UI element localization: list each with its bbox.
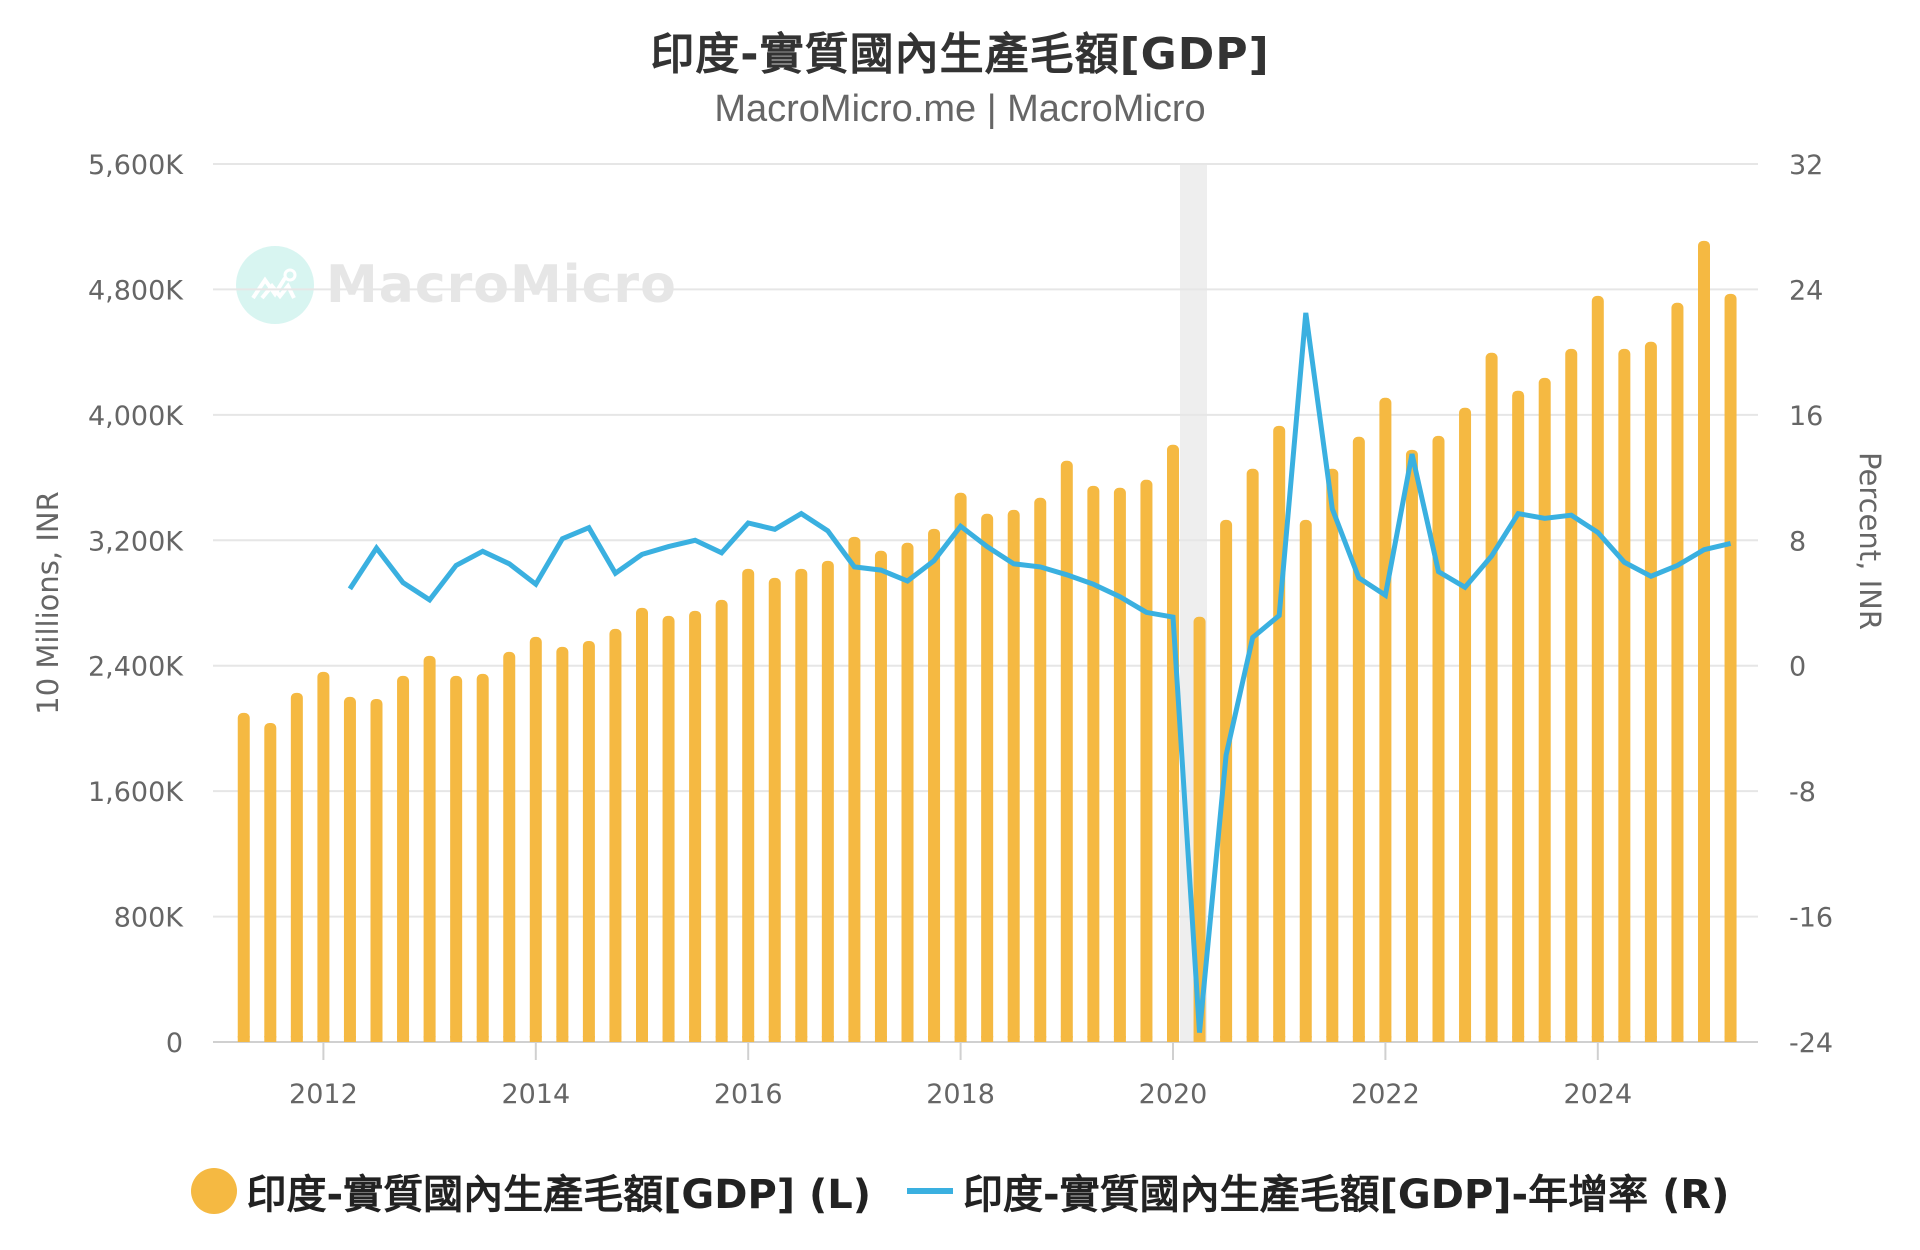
bar[interactable] [848, 536, 861, 1042]
left-tick-label: 3,200K [88, 526, 184, 557]
bar[interactable] [795, 568, 808, 1042]
bar[interactable] [1140, 479, 1153, 1042]
bar[interactable] [1591, 295, 1604, 1042]
bar[interactable] [1618, 348, 1631, 1043]
x-tick-label: 2020 [1139, 1079, 1208, 1110]
right-tick-label: 0 [1789, 652, 1806, 683]
left-tick-label: 0 [166, 1028, 183, 1059]
bar[interactable] [1193, 616, 1206, 1042]
bar[interactable] [370, 698, 383, 1042]
bar[interactable] [264, 722, 277, 1042]
bar[interactable] [609, 628, 622, 1042]
chart-title: 印度-實質國內生產毛額[GDP] [650, 29, 1270, 80]
bar[interactable] [1512, 390, 1525, 1042]
bar[interactable] [397, 675, 410, 1042]
legend-item-gdp[interactable]: 印度-實質國內生產毛額[GDP] (L) [190, 1162, 872, 1220]
bar[interactable] [662, 615, 675, 1042]
bar[interactable] [1273, 425, 1286, 1042]
left-tick-label: 1,600K [88, 777, 184, 808]
bar[interactable] [821, 560, 834, 1042]
bar[interactable] [689, 610, 702, 1042]
right-axis: -24 -16 -8 0 8 16 24 32 [1789, 150, 1833, 1059]
bar[interactable] [556, 646, 569, 1042]
bar[interactable] [636, 607, 648, 1042]
chart-subtitle: MacroMicro.me | MacroMicro [714, 88, 1206, 130]
bar[interactable] [1379, 397, 1392, 1043]
left-tick-label: 5,600K [88, 150, 184, 181]
bar[interactable] [928, 528, 941, 1042]
bar[interactable] [503, 651, 516, 1042]
bar[interactable] [1113, 487, 1126, 1042]
right-tick-label: 16 [1789, 401, 1823, 432]
bar[interactable] [874, 550, 887, 1042]
left-tick-label: 800K [114, 903, 185, 934]
x-tick-label: 2016 [714, 1079, 783, 1110]
bar[interactable] [476, 673, 489, 1042]
left-axis: 0 800K 1,600K 2,400K 3,200K 4,000K 4,800K 5,600… [88, 150, 184, 1059]
bar[interactable] [1538, 377, 1551, 1042]
bar[interactable] [1485, 352, 1498, 1042]
bar[interactable] [1644, 341, 1657, 1042]
bar[interactable] [1724, 293, 1737, 1042]
bar[interactable] [1565, 348, 1578, 1043]
circle-marker-icon [190, 1168, 237, 1214]
x-tick-label: 2024 [1563, 1079, 1632, 1110]
right-tick-label: 32 [1789, 150, 1823, 181]
bar[interactable] [1167, 444, 1179, 1042]
bar[interactable] [1060, 460, 1073, 1042]
gdp-bars [237, 240, 1737, 1043]
right-tick-label: -16 [1789, 903, 1833, 934]
bar[interactable] [450, 675, 463, 1042]
bar[interactable] [317, 671, 330, 1042]
line-marker-icon [907, 1188, 954, 1194]
bar[interactable] [1007, 509, 1020, 1043]
legend-item-gdp-yoy[interactable]: 印度-實質國內生產毛額[GDP]-年增率 (R) [907, 1162, 1729, 1220]
bar[interactable] [290, 692, 303, 1042]
bar[interactable] [954, 492, 967, 1042]
gdp-yoy-line [347, 312, 1732, 1033]
bar[interactable] [423, 655, 436, 1042]
left-tick-label: 4,800K [88, 275, 184, 306]
yoy-line[interactable] [347, 312, 1732, 1033]
bar[interactable] [237, 712, 250, 1042]
bar[interactable] [1698, 240, 1710, 1042]
x-tick-label: 2022 [1351, 1079, 1420, 1110]
legend-label-gdp: 印度-實質國內生產毛額[GDP] (L) [246, 1172, 872, 1218]
bar[interactable] [1405, 449, 1418, 1043]
left-tick-label: 4,000K [88, 401, 184, 432]
right-tick-label: 24 [1789, 275, 1823, 306]
legend-label-gdp-yoy: 印度-實質國內生產毛額[GDP]-年增率 (R) [963, 1172, 1730, 1218]
left-axis-title: 10 Millions, INR [31, 491, 65, 714]
bar[interactable] [768, 577, 781, 1042]
right-tick-label: -24 [1789, 1028, 1833, 1059]
bar[interactable] [1459, 407, 1472, 1043]
left-tick-label: 2,400K [88, 652, 184, 683]
watermark: MacroMicro [236, 246, 677, 324]
bar[interactable] [1087, 485, 1100, 1042]
bar[interactable] [1671, 302, 1684, 1042]
right-tick-label: 8 [1789, 526, 1806, 557]
bar[interactable] [742, 568, 755, 1042]
x-tick-label: 2018 [926, 1079, 995, 1110]
bar[interactable] [1034, 497, 1047, 1043]
right-tick-label: -8 [1789, 777, 1816, 808]
bar[interactable] [1352, 436, 1365, 1042]
bar[interactable] [529, 636, 542, 1042]
x-tick-label: 2012 [289, 1079, 358, 1110]
bar[interactable] [1326, 468, 1339, 1042]
bar[interactable] [1246, 468, 1259, 1042]
legend: 印度-實質國內生產毛額[GDP] (L) 印度-實質國內生產毛額[GDP]-年增… [0, 1162, 1920, 1220]
bar[interactable] [901, 542, 914, 1042]
bar[interactable] [981, 513, 994, 1042]
bar[interactable] [1299, 519, 1312, 1042]
x-axis: 2012 2014 2016 2018 2020 2022 2024 [289, 1042, 1632, 1110]
bar[interactable] [343, 696, 356, 1042]
right-axis-title: Percent, INR [1853, 452, 1887, 630]
bar[interactable] [715, 599, 728, 1042]
bar[interactable] [582, 640, 595, 1042]
watermark-text: MacroMicro [326, 255, 677, 315]
bar[interactable] [1432, 435, 1445, 1042]
x-tick-label: 2014 [501, 1079, 570, 1110]
